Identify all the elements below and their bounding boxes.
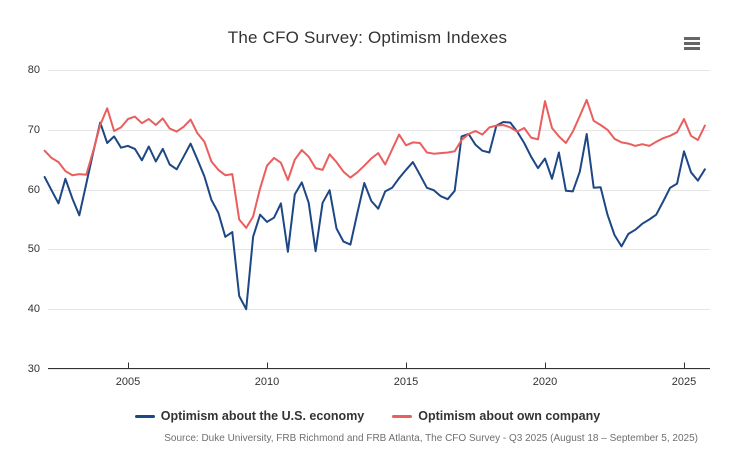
y-axis-label: 80 — [27, 64, 40, 76]
company-series-swatch — [392, 414, 413, 418]
legend-item-own-company[interactable]: Optimism about own company — [392, 409, 600, 423]
y-axis-label: 30 — [27, 363, 40, 375]
legend-label: Optimism about own company — [418, 409, 601, 423]
chart-legend: Optimism about the U.S. economy Optimism… — [0, 409, 735, 423]
x-axis-label: 2020 — [532, 376, 558, 388]
chart-export-menu-button[interactable] — [680, 32, 706, 56]
company-series-line[interactable] — [43, 98, 706, 229]
x-axis-label: 2010 — [254, 376, 280, 388]
x-axis-label: 2005 — [115, 376, 141, 388]
y-axis-label: 60 — [27, 183, 40, 196]
y-axis-label: 40 — [27, 303, 40, 316]
y-axis-label: 70 — [27, 123, 40, 136]
x-axis-label: 2025 — [671, 376, 697, 388]
economy-series-swatch — [134, 414, 155, 418]
legend-item-us-economy[interactable]: Optimism about the U.S. economy — [134, 409, 365, 423]
chart-title: The CFO Survey: Optimism Indexes — [227, 28, 508, 47]
hamburger-icon — [684, 36, 702, 50]
source-credit: Source: Duke University, FRB Richmond an… — [164, 433, 698, 444]
y-axis-label: 50 — [27, 243, 40, 256]
economy-series-line[interactable] — [43, 121, 706, 311]
legend-label: Optimism about the U.S. economy — [160, 409, 365, 423]
x-axis-label: 2015 — [393, 376, 419, 388]
